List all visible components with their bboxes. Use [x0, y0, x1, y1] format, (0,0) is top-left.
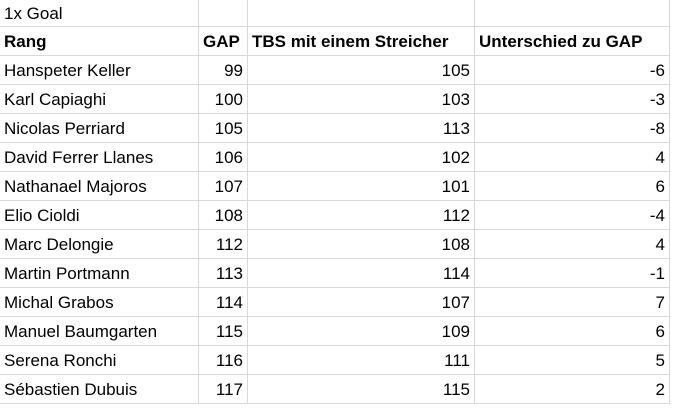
name-cell: Manuel Baumgarten [0, 317, 199, 346]
number-cell: -8 [475, 114, 670, 143]
name-cell: Martin Portmann [0, 259, 199, 288]
name-cell: Elio Cioldi [0, 201, 199, 230]
header-cell: TBS mit einem Streicher [248, 27, 475, 56]
number-cell: 112 [199, 230, 248, 259]
name-cell: Nicolas Perriard [0, 114, 199, 143]
number-cell: 4 [475, 143, 670, 172]
number-cell: 99 [199, 56, 248, 85]
empty-cell [199, 0, 248, 27]
number-cell: 116 [199, 346, 248, 375]
number-cell: 105 [248, 56, 475, 85]
number-cell: 108 [248, 230, 475, 259]
number-cell: 7 [475, 288, 670, 317]
name-cell: David Ferrer Llanes [0, 143, 199, 172]
number-cell: 107 [199, 172, 248, 201]
number-cell: 5 [475, 346, 670, 375]
number-cell: 103 [248, 85, 475, 114]
number-cell: 107 [248, 288, 475, 317]
number-cell: 4 [475, 230, 670, 259]
header-cell: Unterschied zu GAP [475, 27, 670, 56]
number-cell: 115 [199, 317, 248, 346]
number-cell: 114 [248, 259, 475, 288]
empty-cell [248, 0, 475, 27]
number-cell: 117 [199, 375, 248, 404]
name-cell: Sébastien Dubuis [0, 375, 199, 404]
number-cell: 106 [199, 143, 248, 172]
number-cell: 100 [199, 85, 248, 114]
number-cell: 111 [248, 346, 475, 375]
number-cell: -4 [475, 201, 670, 230]
number-cell: 101 [248, 172, 475, 201]
name-cell: Nathanael Majoros [0, 172, 199, 201]
number-cell: 105 [199, 114, 248, 143]
name-cell: Marc Delongie [0, 230, 199, 259]
number-cell: 113 [248, 114, 475, 143]
number-cell: 6 [475, 317, 670, 346]
sheet-title: 1x Goal [0, 0, 199, 27]
empty-cell [475, 0, 670, 27]
number-cell: 115 [248, 375, 475, 404]
number-cell: 114 [199, 288, 248, 317]
name-cell: Serena Ronchi [0, 346, 199, 375]
number-cell: -6 [475, 56, 670, 85]
number-cell: -1 [475, 259, 670, 288]
name-cell: Hanspeter Keller [0, 56, 199, 85]
number-cell: 108 [199, 201, 248, 230]
header-cell: GAP [199, 27, 248, 56]
header-cell: Rang [0, 27, 199, 56]
number-cell: 109 [248, 317, 475, 346]
number-cell: 113 [199, 259, 248, 288]
number-cell: -3 [475, 85, 670, 114]
number-cell: 112 [248, 201, 475, 230]
name-cell: Karl Capiaghi [0, 85, 199, 114]
number-cell: 6 [475, 172, 670, 201]
number-cell: 102 [248, 143, 475, 172]
number-cell: 2 [475, 375, 670, 404]
name-cell: Michal Grabos [0, 288, 199, 317]
